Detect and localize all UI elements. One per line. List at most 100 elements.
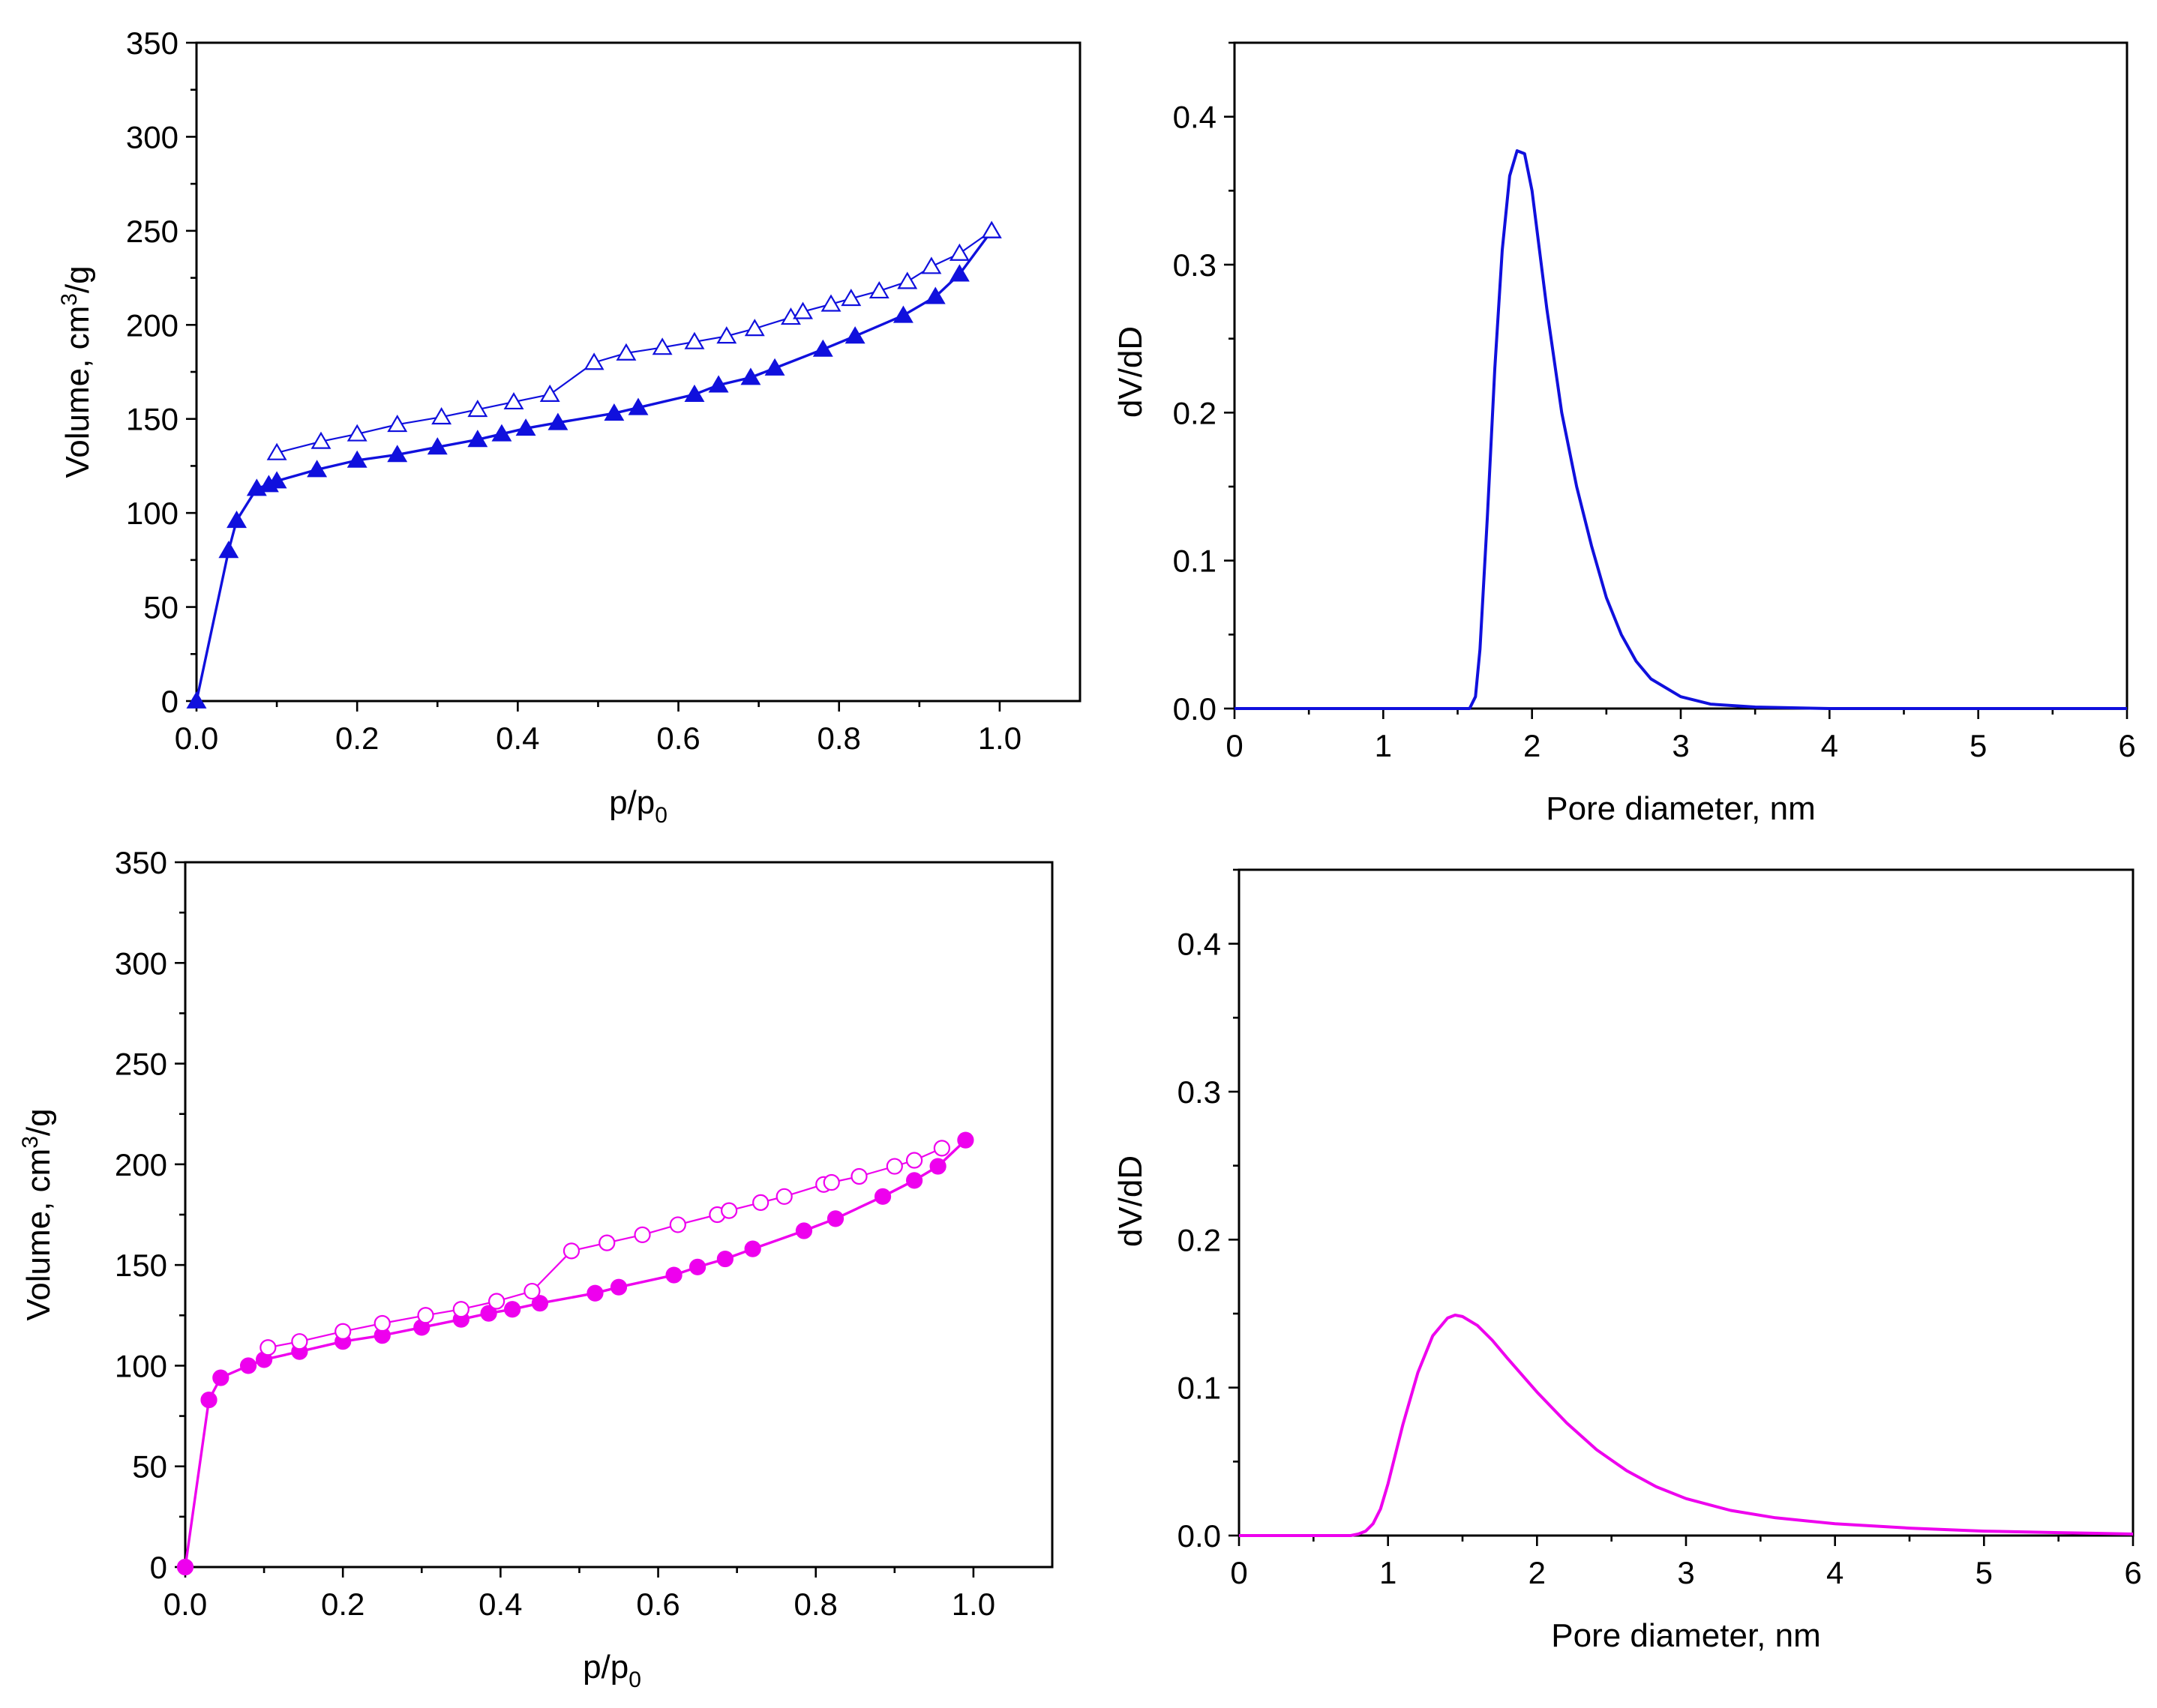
y-tick-label: 0.4	[1173, 100, 1216, 135]
data-point	[740, 367, 761, 385]
data-point	[586, 1284, 604, 1302]
y-tick-label: 300	[115, 945, 167, 981]
y-tick-label: 150	[126, 402, 178, 437]
y-tick-labels: 0.0 0.1 0.2 0.3 0.4	[1178, 927, 1221, 1554]
data-point	[431, 407, 452, 425]
data-point	[905, 1152, 923, 1169]
series-line	[1234, 149, 2127, 710]
data-point	[503, 391, 524, 410]
data-point	[548, 412, 568, 430]
data-point	[921, 256, 942, 274]
series-group	[186, 220, 1002, 709]
y-tick-label: 0.3	[1173, 247, 1216, 283]
data-point	[744, 1240, 761, 1257]
y-tick-label: 0.3	[1178, 1074, 1221, 1110]
x-tick-label: 6	[2124, 1555, 2141, 1590]
series-line	[1239, 1314, 2134, 1537]
data-point	[708, 375, 729, 393]
data-point	[795, 1222, 813, 1239]
y-axis-title: dV/dD	[1112, 1155, 1149, 1247]
data-point	[452, 1301, 470, 1318]
data-point	[467, 430, 488, 448]
data-point	[598, 1234, 616, 1251]
x-tick-labels: 0 1 2 3 4 5 6	[1226, 728, 2135, 763]
series-desorption	[260, 1140, 950, 1356]
panel-bottom-left: 0.0 0.2 0.4 0.6 0.8 1.0 0 50 100 150 200 250 300 350…	[18, 845, 1054, 1692]
data-point	[823, 1173, 840, 1191]
data-point	[841, 288, 862, 307]
data-point	[628, 397, 649, 415]
data-point	[334, 1323, 352, 1340]
data-point	[467, 399, 488, 418]
data-point	[427, 437, 448, 455]
data-point	[665, 1266, 682, 1284]
data-point	[886, 1158, 903, 1175]
x-tick-label: 1	[1379, 1555, 1396, 1590]
x-tick-label: 0.0	[175, 721, 218, 756]
y-tick-labels: 0 50 100 150 200 250 300 350	[126, 25, 178, 719]
data-point	[387, 445, 408, 463]
x-tick-label: 0.8	[794, 1587, 838, 1622]
data-point	[716, 326, 737, 344]
data-point	[981, 220, 1002, 238]
data-point	[669, 1216, 686, 1233]
y-tick-label: 0.4	[1178, 927, 1221, 962]
data-point	[897, 271, 918, 289]
data-point	[634, 1226, 651, 1243]
data-point	[531, 1295, 549, 1312]
data-point	[604, 403, 625, 421]
data-point	[684, 384, 705, 403]
y-tick-label: 0.0	[1178, 1518, 1221, 1554]
data-point	[744, 319, 765, 337]
x-tick-label: 4	[1821, 728, 1838, 763]
y-axis-title: Volume, cm3/g	[18, 1108, 57, 1320]
x-tick-label: 0	[1226, 728, 1243, 763]
data-point	[200, 1391, 218, 1409]
y-tick-label: 250	[115, 1047, 167, 1082]
data-point	[764, 358, 785, 376]
data-point	[584, 352, 604, 370]
panel-top-right: 0 1 2 3 4 5 6 0.0 0.1 0.2 0.3 0.4 Pore diameter, n…	[1112, 41, 2136, 827]
data-point	[652, 337, 673, 355]
data-point	[266, 471, 287, 489]
x-tick-label: 0.2	[321, 1587, 364, 1622]
x-tick-label: 0.4	[496, 721, 539, 756]
panel-top-left: 0.0 0.2 0.4 0.6 0.8 1.0 0 50 100 150 200 250 300 350…	[57, 25, 1082, 828]
data-point	[929, 1158, 946, 1175]
y-tick-label: 100	[126, 496, 178, 531]
data-point	[524, 1282, 541, 1300]
x-tick-label: 5	[1976, 1555, 1993, 1590]
y-tick-label: 50	[132, 1449, 167, 1485]
data-point	[176, 1558, 194, 1576]
y-tick-label: 0.2	[1178, 1222, 1221, 1257]
y-tick-label: 50	[143, 590, 178, 625]
data-point	[844, 326, 866, 344]
x-tick-label: 1.0	[978, 721, 1022, 756]
series-group	[1239, 1314, 2134, 1537]
data-point	[752, 1194, 770, 1211]
x-axis-title: p/p0	[583, 1649, 641, 1692]
data-point	[688, 1258, 706, 1275]
x-tick-label: 0.6	[656, 721, 700, 756]
x-tick-labels: 0.0 0.2 0.4 0.6 0.8 1.0	[164, 1587, 995, 1622]
data-point	[949, 243, 970, 261]
x-tick-label: 4	[1826, 1555, 1844, 1590]
data-point	[793, 301, 814, 319]
panel-bottom-right: 0 1 2 3 4 5 6 0.0 0.1 0.2 0.3 0.4 Pore diameter, n…	[1112, 868, 2142, 1654]
y-tick-labels: 0 50 100 150 200 250 300 350	[115, 845, 167, 1585]
data-point	[346, 424, 368, 442]
x-tick-label: 3	[1677, 1555, 1694, 1590]
data-point	[417, 1307, 434, 1324]
y-tick-label: 100	[115, 1348, 167, 1383]
data-point	[387, 415, 408, 433]
x-tick-label: 3	[1672, 728, 1689, 763]
data-point	[504, 1301, 521, 1318]
data-point	[776, 1188, 793, 1205]
data-point	[820, 294, 842, 312]
data-point	[949, 264, 970, 282]
data-point	[957, 1131, 974, 1149]
y-tick-label: 0.0	[1173, 691, 1216, 727]
x-axis-title: p/p0	[609, 784, 668, 828]
data-point	[721, 1202, 738, 1219]
